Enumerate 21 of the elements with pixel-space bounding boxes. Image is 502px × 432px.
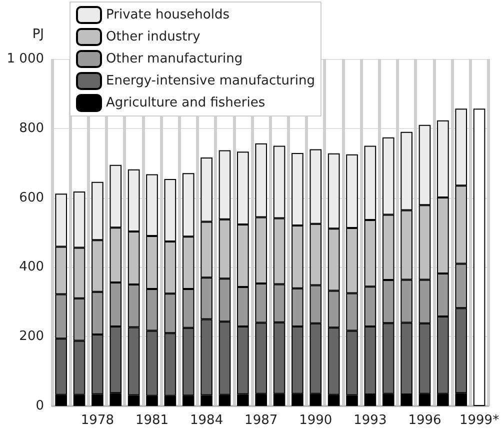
bar: [473, 108, 486, 406]
x-tick-label: 1984: [190, 413, 224, 428]
legend-label: Private households: [106, 8, 230, 22]
x-tick-label: 1978: [80, 413, 114, 428]
y-axis-title: PJ: [32, 27, 44, 42]
y-tick-label: 1 000: [6, 52, 44, 66]
y-tick-label: 0: [36, 398, 44, 414]
x-tick-label: 1996: [408, 413, 442, 428]
x-tick-label: 1987: [244, 413, 278, 428]
legend-label: Other industry: [106, 30, 201, 44]
x-tick-label: 1993: [354, 413, 387, 428]
x-tick-label: 1999*: [459, 413, 500, 428]
y-tick-label: 200: [19, 329, 44, 344]
y-tick-label: 600: [19, 190, 44, 206]
legend-label: Agriculture and fisheries: [106, 96, 266, 110]
legend-label: Energy-intensive manufacturing: [106, 74, 315, 88]
x-tick-label: 1990: [299, 413, 332, 428]
y-tick-label: 400: [19, 260, 44, 275]
legend-label: Other manufacturing: [106, 52, 243, 66]
y-tick-label: 800: [19, 120, 44, 136]
x-tick-label: 1981: [135, 413, 169, 428]
